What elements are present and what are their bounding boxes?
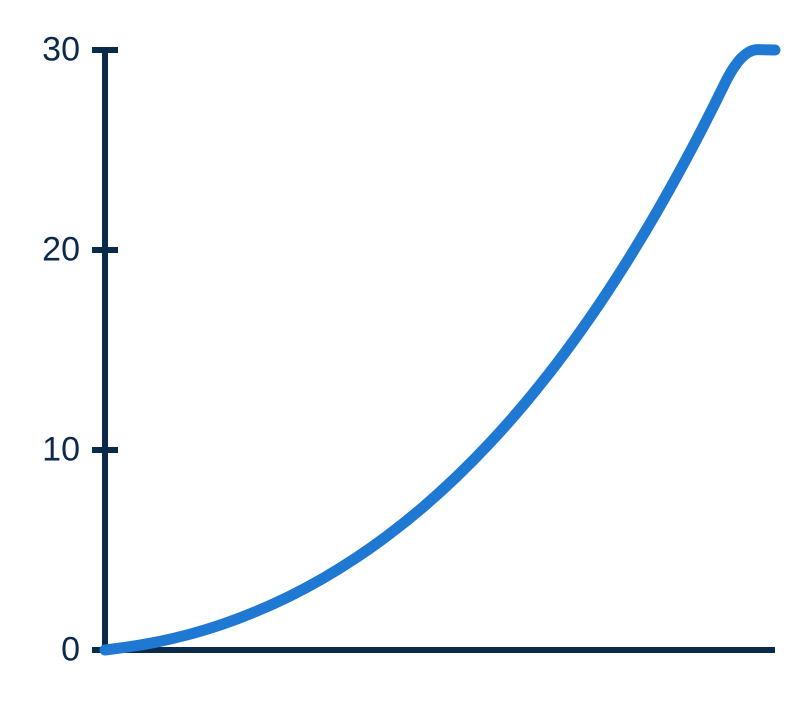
series-curve — [105, 50, 775, 650]
y-tick-label: 0 — [61, 631, 80, 670]
y-tick-label: 30 — [42, 31, 80, 70]
chart-container: 0 10 20 30 — [0, 0, 800, 720]
y-tick-label: 10 — [42, 431, 80, 470]
y-tick-label: 20 — [42, 231, 80, 270]
chart-svg — [0, 0, 800, 720]
